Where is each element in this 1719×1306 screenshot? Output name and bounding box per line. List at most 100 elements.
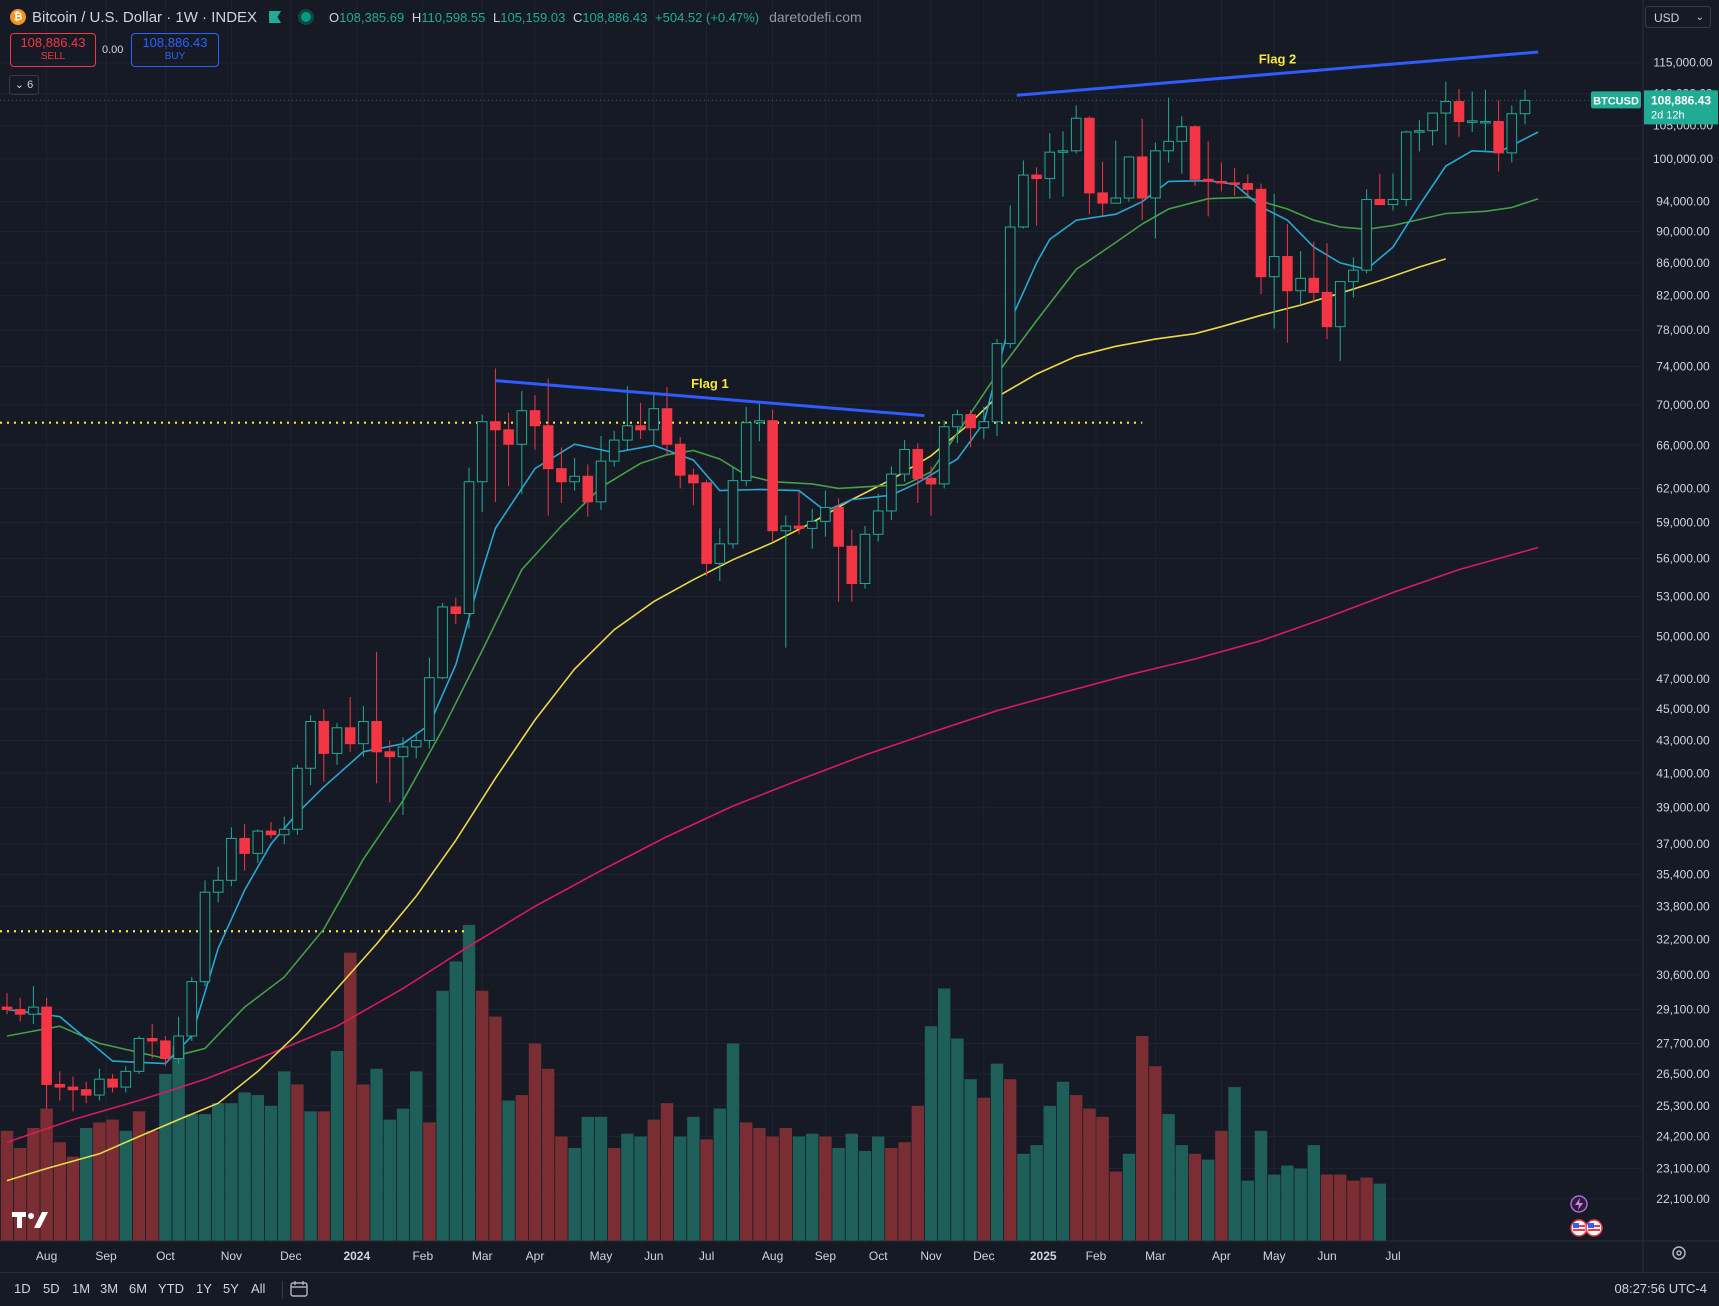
candle-body: [899, 448, 910, 475]
candle-body: [371, 721, 382, 753]
timeframe-1m[interactable]: 1M: [72, 1281, 91, 1296]
volume-bar: [1334, 1174, 1347, 1241]
candle-body: [397, 746, 409, 758]
candle-body: [938, 426, 950, 485]
calendar-icon[interactable]: [290, 1281, 308, 1297]
candle-body: [608, 439, 620, 462]
ohlc-close: 108,886.43: [582, 9, 648, 25]
candle-body: [820, 507, 831, 522]
currency-select[interactable]: USD ⌄: [1645, 6, 1711, 28]
price-tick-label: 32,200.00: [1656, 933, 1710, 947]
candle-body: [1189, 126, 1201, 180]
candle-body: [14, 1008, 26, 1015]
candle-body: [674, 443, 686, 476]
candle-body: [160, 1040, 171, 1060]
trendlines[interactable]: Flag 1 Flag 2: [495, 50, 1539, 418]
price-tick-label: 39,000.00: [1656, 801, 1710, 815]
candle-body: [94, 1078, 105, 1096]
buy-button[interactable]: 108,886.43 BUY: [131, 33, 219, 67]
candle-body: [1163, 140, 1174, 152]
flag2-trendline: [1016, 50, 1539, 97]
candlestick-series: [1, 81, 1531, 1112]
timeframe-5y[interactable]: 5Y: [223, 1281, 239, 1296]
price-tick-label: 27,700.00: [1656, 1036, 1710, 1050]
volume-bar: [740, 1122, 753, 1241]
time-tick-label: Aug: [762, 1249, 783, 1263]
volume-bar: [212, 1103, 225, 1241]
volume-bar: [172, 1045, 185, 1241]
volume-bar: [845, 1133, 858, 1241]
ohlc-change: +504.52 (+0.47%): [655, 9, 760, 25]
volume-bar: [53, 1142, 66, 1241]
support-lines[interactable]: [0, 421, 1143, 933]
candle-body: [991, 343, 1003, 423]
tradingview-logo-icon[interactable]: [12, 1212, 48, 1236]
volume-bar: [185, 1114, 198, 1241]
gear-icon[interactable]: [1670, 1244, 1688, 1262]
candle-body: [1004, 226, 1016, 345]
timeframe-5d[interactable]: 5D: [43, 1281, 60, 1296]
symbol-title[interactable]: Bitcoin / U.S. Dollar · 1W · INDEX: [32, 8, 258, 26]
volume-bar: [634, 1136, 647, 1241]
candle-body: [67, 1086, 79, 1091]
timeframe-1y[interactable]: 1Y: [196, 1281, 212, 1296]
candle-body: [1427, 112, 1438, 132]
volume-bar: [396, 1108, 410, 1241]
indicators-collapse-button[interactable]: ⌄ 6: [9, 75, 39, 95]
candle-body: [1400, 131, 1412, 200]
volume-bar: [40, 1108, 53, 1241]
volume-bar: [726, 1043, 740, 1241]
volume-bar: [330, 1050, 344, 1241]
candle-body: [1295, 277, 1306, 292]
lightning-event-icon[interactable]: [1570, 1195, 1588, 1213]
volume-bar: [1149, 1066, 1162, 1241]
sell-button[interactable]: 108,886.43 SELL: [10, 33, 96, 67]
timeframe-all[interactable]: All: [251, 1281, 266, 1296]
candle-body: [556, 468, 567, 483]
price-tick-label: 23,100.00: [1656, 1162, 1710, 1176]
symbol-tag-label: BTCUSD: [1593, 95, 1639, 107]
timeframe-1d[interactable]: 1D: [14, 1281, 31, 1296]
volume-bar: [594, 1116, 608, 1241]
volume-bar: [80, 1128, 93, 1241]
price-tick-label: 56,000.00: [1656, 551, 1710, 565]
candle-body: [1150, 150, 1161, 199]
bitcoin-logo-icon: ₿: [10, 9, 26, 25]
volume-bar: [93, 1122, 106, 1241]
timeframe-3m[interactable]: 3M: [100, 1281, 119, 1296]
candle-body: [1176, 126, 1188, 142]
volume-bar: [423, 1122, 436, 1241]
market-status-icon[interactable]: [301, 12, 312, 22]
candle-body: [212, 879, 224, 893]
candle-body: [635, 425, 646, 431]
candle-body: [450, 606, 462, 615]
us-flag-event-icon-2[interactable]: [1585, 1219, 1603, 1237]
volume-bar: [291, 1084, 304, 1241]
candle-body: [1057, 150, 1069, 153]
volume-bar: [344, 952, 357, 1241]
volume-bar: [528, 1043, 542, 1241]
timeframe-ytd[interactable]: YTD: [158, 1281, 184, 1296]
volume-bar: [1254, 1130, 1268, 1241]
candle-body: [688, 474, 699, 484]
candle-body: [1084, 117, 1095, 194]
volume-bar: [608, 1147, 621, 1241]
candle-body: [569, 475, 580, 483]
candle-body: [133, 1037, 145, 1072]
volume-bar: [1096, 1116, 1109, 1241]
price-tick-label: 53,000.00: [1656, 589, 1710, 603]
price-axis[interactable]: 115,000.00110,000.00105,000.00100,000.00…: [1653, 56, 1713, 1206]
time-tick-label: Oct: [869, 1249, 888, 1263]
candle-body: [305, 721, 316, 769]
timeframe-6m[interactable]: 6M: [129, 1281, 148, 1296]
candle-body: [1136, 156, 1148, 199]
volume-bar: [198, 1114, 212, 1241]
volume-bar: [1017, 1153, 1030, 1241]
candle-body: [41, 1006, 52, 1085]
time-axis[interactable]: Aug Sep Oct Nov Dec 2024 Feb Mar Apr May Jun Jul Aug…: [36, 1249, 1401, 1263]
volume-bar: [1294, 1168, 1307, 1241]
flag-icon[interactable]: [269, 11, 282, 23]
price-chart[interactable]: Flag 1 Flag 2 115,000.00110,000.00105,000…: [0, 0, 1719, 1272]
candle-body: [1216, 180, 1227, 184]
clock-readout[interactable]: 08:27:56 UTC-4: [1614, 1281, 1708, 1296]
